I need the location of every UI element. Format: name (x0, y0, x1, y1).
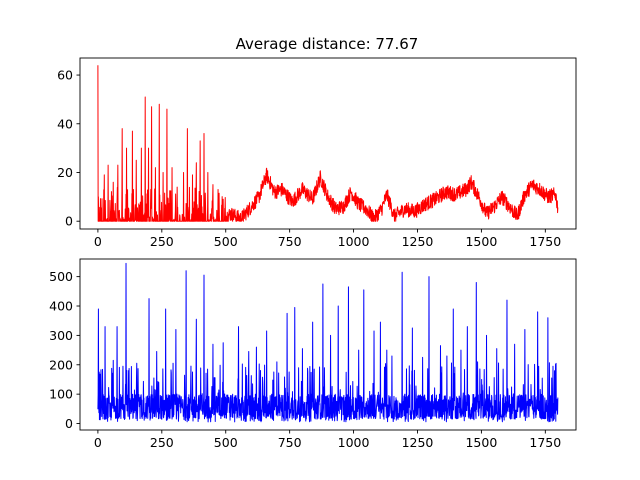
chart-title: Average distance: 77.67 (236, 35, 419, 53)
y-tick-label: 300 (49, 328, 73, 343)
y-tick-label: 20 (57, 165, 73, 180)
top-axes-frame (79, 57, 577, 230)
x-tick-label: 1000 (338, 435, 370, 450)
y-tick-label: 0 (65, 416, 73, 431)
top-axes: 0 250 500 750 1000 1250 1500 1750 0 20 40 60 (57, 57, 577, 249)
y-tick-label: 60 (57, 68, 73, 83)
x-tick-label: 500 (214, 435, 238, 450)
bottom-y-ticks: 0 100 200 300 400 500 (49, 269, 80, 431)
bottom-axes: 0 250 500 750 1000 1250 1500 1750 0 100 200 300 400… (49, 258, 577, 450)
y-tick-label: 400 (49, 299, 73, 314)
x-tick-label: 1000 (338, 234, 370, 249)
top-plot-area (97, 65, 559, 222)
top-x-ticks: 0 250 500 750 1000 1250 1500 1750 (94, 229, 561, 249)
x-tick-label: 1250 (402, 435, 434, 450)
y-tick-label: 100 (49, 387, 73, 402)
blue-series-line (97, 262, 559, 423)
bottom-axes-frame (79, 258, 577, 431)
x-tick-label: 1750 (529, 435, 561, 450)
y-tick-label: 200 (49, 357, 73, 372)
x-tick-label: 750 (278, 234, 302, 249)
x-tick-label: 250 (150, 234, 174, 249)
x-tick-label: 1500 (465, 234, 497, 249)
red-series-line (97, 65, 559, 222)
x-tick-label: 0 (94, 435, 102, 450)
bottom-x-ticks: 0 250 500 750 1000 1250 1500 1750 (94, 430, 561, 450)
bottom-plot-area (97, 262, 559, 423)
y-tick-label: 0 (65, 214, 73, 229)
x-tick-label: 1500 (465, 435, 497, 450)
x-tick-label: 0 (94, 234, 102, 249)
top-y-ticks: 0 20 40 60 (57, 68, 80, 229)
y-tick-label: 40 (57, 116, 73, 131)
x-tick-label: 750 (278, 435, 302, 450)
x-tick-label: 1250 (402, 234, 434, 249)
x-tick-label: 250 (150, 435, 174, 450)
y-tick-label: 500 (49, 269, 73, 284)
x-tick-label: 500 (214, 234, 238, 249)
x-tick-label: 1750 (529, 234, 561, 249)
